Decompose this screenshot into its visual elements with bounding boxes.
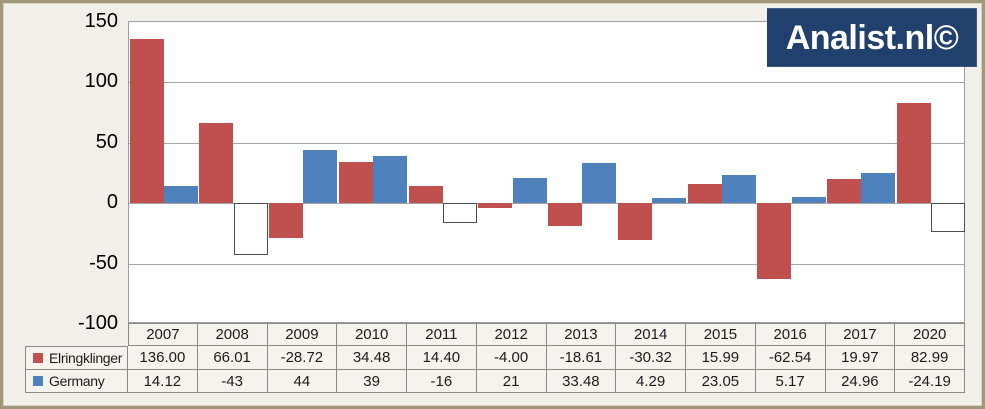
bar-group-2008: [199, 22, 269, 322]
y-axis-label: 0: [106, 191, 118, 214]
bar-germany-2007: [163, 186, 198, 204]
bar-germany-2014: [652, 198, 687, 204]
bar-group-2014: [617, 22, 687, 322]
bar-elringklinger-2007: [129, 38, 164, 204]
bar-germany-2008: [233, 203, 268, 256]
year-cell: 2017: [825, 323, 896, 346]
year-cell: 2008: [197, 323, 268, 346]
gridline: [129, 263, 964, 265]
value-cell: 66.01: [197, 346, 268, 370]
value-cell: -16: [407, 370, 477, 393]
bar-elringklinger-2015: [687, 183, 722, 204]
value-cell: -43: [197, 370, 268, 393]
y-axis-label: -50: [89, 251, 118, 274]
year-cell: 2013: [546, 323, 617, 346]
year-cell: 2009: [267, 323, 338, 346]
value-cell: -62.54: [755, 346, 826, 370]
bar-group-2020: [896, 22, 966, 322]
bar-germany-2009: [303, 150, 338, 204]
bar-elringklinger-2012: [478, 203, 513, 209]
y-axis: 150 100 50 0 -50 -100: [3, 3, 118, 406]
zero-gridline: [129, 203, 964, 205]
bar-elringklinger-2016: [757, 203, 792, 279]
legend-label: Germany: [49, 373, 105, 389]
value-cell: 82.99: [895, 346, 965, 370]
year-cell: 2010: [337, 323, 407, 346]
legend-label: Elringklinger: [49, 350, 123, 366]
year-cell: 2012: [476, 323, 547, 346]
bar-elringklinger-2010: [338, 161, 373, 204]
value-cell: 21: [476, 370, 547, 393]
year-cell: 2014: [616, 323, 686, 346]
value-cell: 33.48: [546, 370, 617, 393]
value-cell: 44: [267, 370, 338, 393]
year-cell: 2015: [686, 323, 756, 346]
bar-elringklinger-2017: [827, 179, 861, 204]
year-cell: 2011: [407, 323, 477, 346]
value-cell: 19.97: [825, 346, 896, 370]
bar-group-2013: [548, 22, 618, 322]
bar-elringklinger-2014: [617, 203, 652, 240]
value-cell: 4.29: [616, 370, 686, 393]
value-cell: 23.05: [686, 370, 756, 393]
bar-elringklinger-2013: [548, 203, 582, 226]
gridline: [129, 82, 964, 84]
value-cell: 136.00: [128, 346, 198, 370]
value-cell: -24.19: [895, 370, 965, 393]
value-cell: -30.32: [616, 346, 686, 370]
year-cell: 2007: [128, 323, 198, 346]
bar-germany-2012: [512, 177, 547, 204]
bar-group-2011: [408, 22, 478, 322]
table-corner-cell: [25, 323, 128, 346]
value-cell: -18.61: [546, 346, 617, 370]
year-cell: 2020: [895, 323, 965, 346]
bar-group-2007: [129, 22, 199, 322]
bar-germany-2011: [442, 203, 477, 223]
bar-group-2015: [687, 22, 757, 322]
y-axis-label: 150: [84, 10, 118, 32]
bar-elringklinger-2009: [269, 203, 303, 238]
logo-text: Analist.nl©: [785, 18, 959, 57]
value-cell: 5.17: [755, 370, 826, 393]
y-axis-label: 50: [95, 130, 118, 153]
value-cell: 14.40: [407, 346, 477, 370]
gridline: [129, 142, 964, 144]
legend-swatch-germany: [33, 376, 43, 386]
legend-cell-elringklinger: Elringklinger: [25, 346, 128, 370]
bar-group-2009: [269, 22, 339, 322]
value-cell: 39: [337, 370, 407, 393]
bar-germany-2017: [861, 173, 896, 204]
y-axis-label: -100: [77, 312, 118, 334]
value-cell: 14.12: [128, 370, 198, 393]
bar-germany-2013: [582, 162, 617, 204]
bar-group-2010: [338, 22, 408, 322]
bar-group-2012: [478, 22, 548, 322]
y-axis-label: 100: [84, 70, 118, 93]
year-cell: 2016: [755, 323, 826, 346]
bar-elringklinger-2020: [896, 102, 931, 204]
data-table: 2007 2008 2009 2010 2011 2012 2013 2014 2015 2016…: [25, 323, 965, 393]
bar-elringklinger-2011: [408, 185, 443, 204]
value-cell: -4.00: [476, 346, 547, 370]
bar-germany-2020: [931, 203, 966, 233]
value-cell: 34.48: [337, 346, 407, 370]
plot-area: [128, 21, 966, 323]
analist-logo: Analist.nl©: [767, 8, 977, 67]
bar-germany-2015: [721, 175, 756, 204]
bar-elringklinger-2008: [199, 123, 234, 204]
value-cell: 24.96: [825, 370, 896, 393]
bar-germany-2016: [791, 196, 826, 204]
legend-cell-germany: Germany: [25, 370, 128, 393]
bar-germany-2010: [373, 156, 408, 204]
bar-group-2017: [827, 22, 897, 322]
value-cell: 15.99: [686, 346, 756, 370]
legend-swatch-elringklinger: [33, 353, 43, 363]
value-cell: -28.72: [267, 346, 338, 370]
bar-group-2016: [757, 22, 827, 322]
